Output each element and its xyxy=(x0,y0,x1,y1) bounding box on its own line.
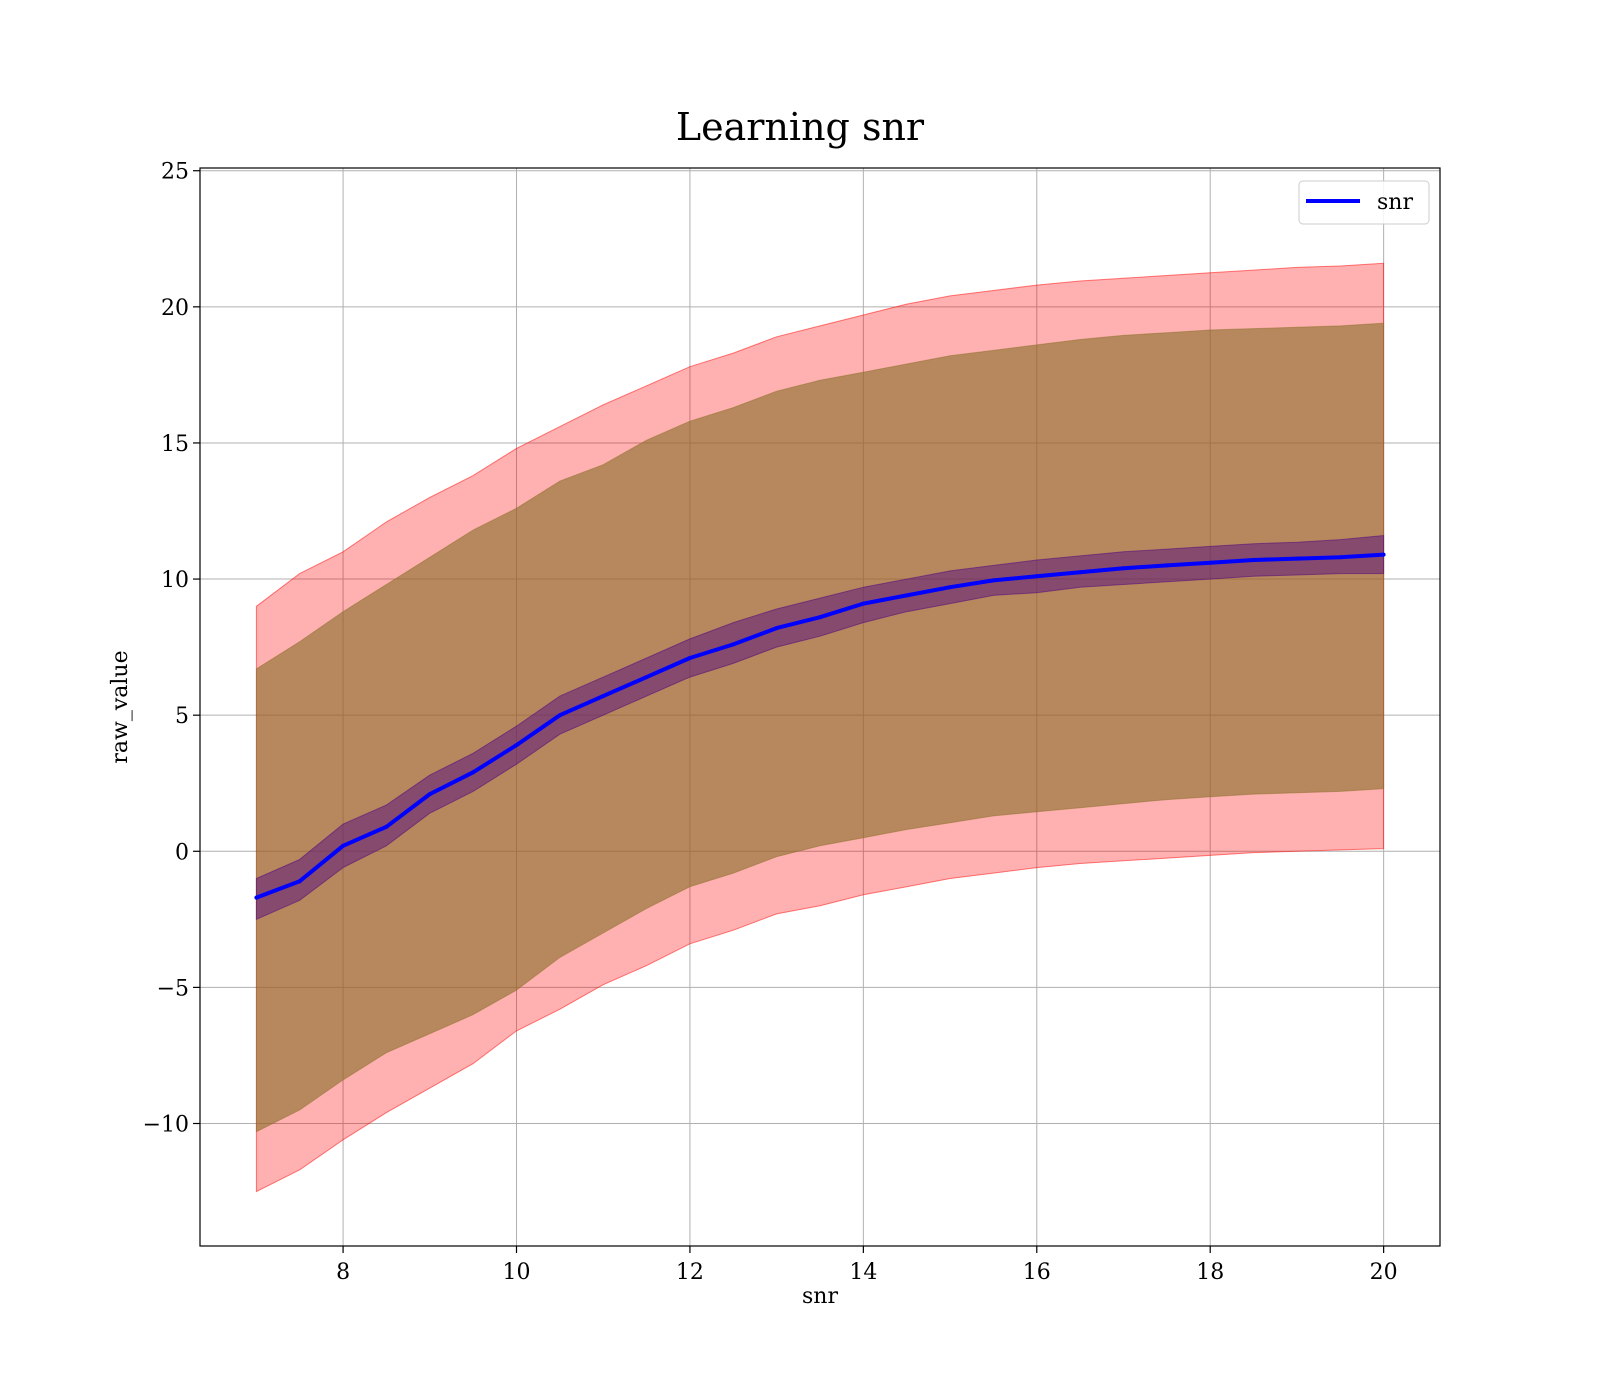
y-tick-label: 15 xyxy=(161,432,189,457)
data-point-snr xyxy=(991,578,996,583)
bands xyxy=(255,262,1385,1193)
data-point-snr xyxy=(948,585,953,590)
data-point-snr xyxy=(427,792,432,797)
data-point-snr xyxy=(1294,556,1299,561)
data-point-snr xyxy=(1164,563,1169,568)
data-point-snr xyxy=(774,626,779,631)
legend-box xyxy=(1298,180,1430,225)
data-point-snr xyxy=(601,694,606,699)
plot-frame xyxy=(199,167,1441,1247)
y-tick-label: 20 xyxy=(161,296,189,321)
y-tick-label: −10 xyxy=(143,1113,189,1138)
y-tick-label: 0 xyxy=(175,840,189,865)
data-point-snr xyxy=(557,713,562,718)
y-tick-label: 10 xyxy=(161,568,189,593)
y-tick-label: 5 xyxy=(175,704,189,729)
x-tick-label: 12 xyxy=(676,1260,704,1285)
x-axis-label: snr xyxy=(802,1284,838,1309)
data-point-snr xyxy=(384,824,389,829)
y-tick-label: 25 xyxy=(161,160,189,185)
data-point-snr xyxy=(1381,552,1386,557)
data-point-snr xyxy=(644,675,649,680)
data-point-snr xyxy=(1208,560,1213,565)
middle-band xyxy=(255,322,1385,1133)
data-point-snr xyxy=(471,770,476,775)
data-point-snr xyxy=(687,656,692,660)
data-point-snr xyxy=(254,895,259,900)
data-point-snr xyxy=(341,843,346,848)
data-point-snr xyxy=(1251,558,1256,562)
inner-band xyxy=(255,534,1385,921)
x-tick-label: 20 xyxy=(1370,1260,1398,1285)
data-point-snr xyxy=(1121,566,1126,571)
data-point-snr xyxy=(297,879,302,884)
y-tick-label: −5 xyxy=(157,976,189,1001)
lines xyxy=(254,552,1386,900)
data-point-snr xyxy=(1338,555,1343,560)
data-point-snr xyxy=(731,642,736,647)
x-axis-ticks: 8 10 12 14 16 18 20 xyxy=(336,1246,1398,1285)
x-tick-label: 14 xyxy=(849,1260,877,1285)
x-tick-label: 10 xyxy=(503,1260,531,1285)
data-point-snr xyxy=(514,743,519,748)
y-axis-ticks: −10 −5 0 5 10 15 20 25 xyxy=(143,160,200,1138)
data-point-snr xyxy=(1034,574,1039,579)
x-tick-label: 8 xyxy=(336,1260,350,1285)
legend-label-snr: snr xyxy=(1377,190,1413,215)
x-tick-label: 16 xyxy=(1023,1260,1051,1285)
chart-title: Learning snr xyxy=(676,105,925,149)
data-point-snr xyxy=(861,601,866,606)
data-point-snr xyxy=(904,593,909,598)
data-point-snr xyxy=(1078,570,1083,575)
y-axis-label: raw_value xyxy=(108,650,133,763)
data-point-snr xyxy=(818,615,822,620)
legend: snr xyxy=(1298,180,1430,225)
x-tick-label: 18 xyxy=(1196,1260,1224,1285)
